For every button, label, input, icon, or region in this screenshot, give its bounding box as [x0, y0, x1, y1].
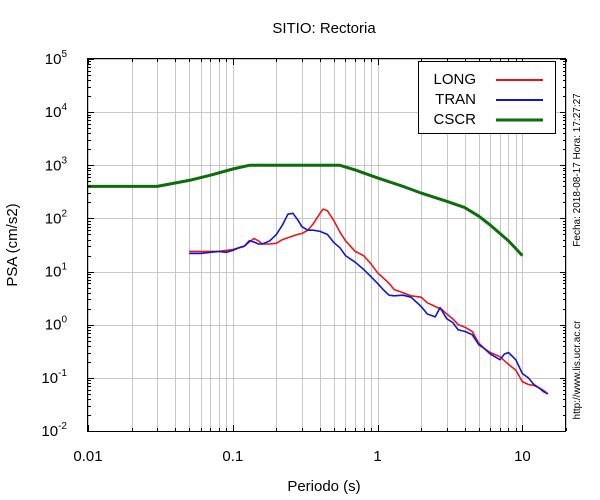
y-tick-exponent: 3 — [61, 155, 67, 166]
grid — [88, 59, 567, 432]
timestamp-annotation: Fecha: 2018-08-17 Hora: 17:27:27 — [572, 93, 583, 247]
y-tick-base: 10 — [45, 51, 62, 68]
url-annotation: http://www.lis.ucr.ac.cr — [572, 320, 583, 420]
y-tick-exponent: -1 — [58, 368, 67, 379]
series-layer — [88, 163, 549, 395]
series-line-long — [189, 208, 549, 395]
legend-entry-cscr: CSCR — [433, 111, 543, 128]
x-tick-label: 10 — [514, 448, 531, 465]
legend: LONG TRAN CSCR — [418, 61, 556, 134]
y-tick-base: 10 — [41, 423, 58, 440]
y-tick-label: 102 — [45, 208, 68, 227]
x-tick-label: 0.01 — [73, 448, 102, 465]
x-tick-label: 1 — [373, 448, 381, 465]
y-tick-base: 10 — [45, 210, 62, 227]
x-axis-label: Periodo (s) — [287, 478, 360, 495]
y-tick-label: 101 — [45, 262, 68, 281]
series-line-tran — [189, 212, 549, 395]
x-tick-label: 0.1 — [222, 448, 243, 465]
y-tick-label: 105 — [45, 49, 68, 68]
series-line-cscr — [88, 163, 524, 257]
y-tick-label: 100 — [45, 315, 68, 334]
y-tick-label: 103 — [45, 155, 68, 174]
legend-label-tran: TRAN — [435, 91, 476, 108]
y-tick-exponent: 4 — [61, 102, 67, 113]
plot-frame — [87, 58, 566, 432]
legend-label-cscr: CSCR — [433, 111, 476, 128]
y-tick-exponent: -2 — [58, 421, 67, 432]
y-tick-base: 10 — [45, 264, 62, 281]
tick-marks — [88, 59, 567, 432]
chart-title: SITIO: Rectoria — [272, 20, 376, 37]
x-tick-labels: 0.01 0.1 1 10 — [73, 448, 530, 465]
legend-label-long: LONG — [433, 71, 476, 88]
y-tick-exponent: 5 — [61, 49, 67, 60]
legend-entry-tran: TRAN — [435, 91, 543, 108]
y-tick-base: 10 — [45, 317, 62, 334]
y-tick-label: 10-2 — [41, 421, 67, 440]
legend-entry-long: LONG — [433, 71, 543, 88]
y-tick-exponent: 2 — [61, 208, 67, 219]
y-tick-base: 10 — [45, 104, 62, 121]
y-tick-base: 10 — [41, 370, 58, 387]
y-tick-exponent: 0 — [61, 315, 67, 326]
y-axis-label: PSA (cm/s2) — [4, 203, 21, 286]
y-tick-base: 10 — [45, 157, 62, 174]
y-tick-exponent: 1 — [61, 262, 67, 273]
y-tick-label: 10-1 — [41, 368, 67, 387]
y-tick-label: 104 — [45, 102, 68, 121]
